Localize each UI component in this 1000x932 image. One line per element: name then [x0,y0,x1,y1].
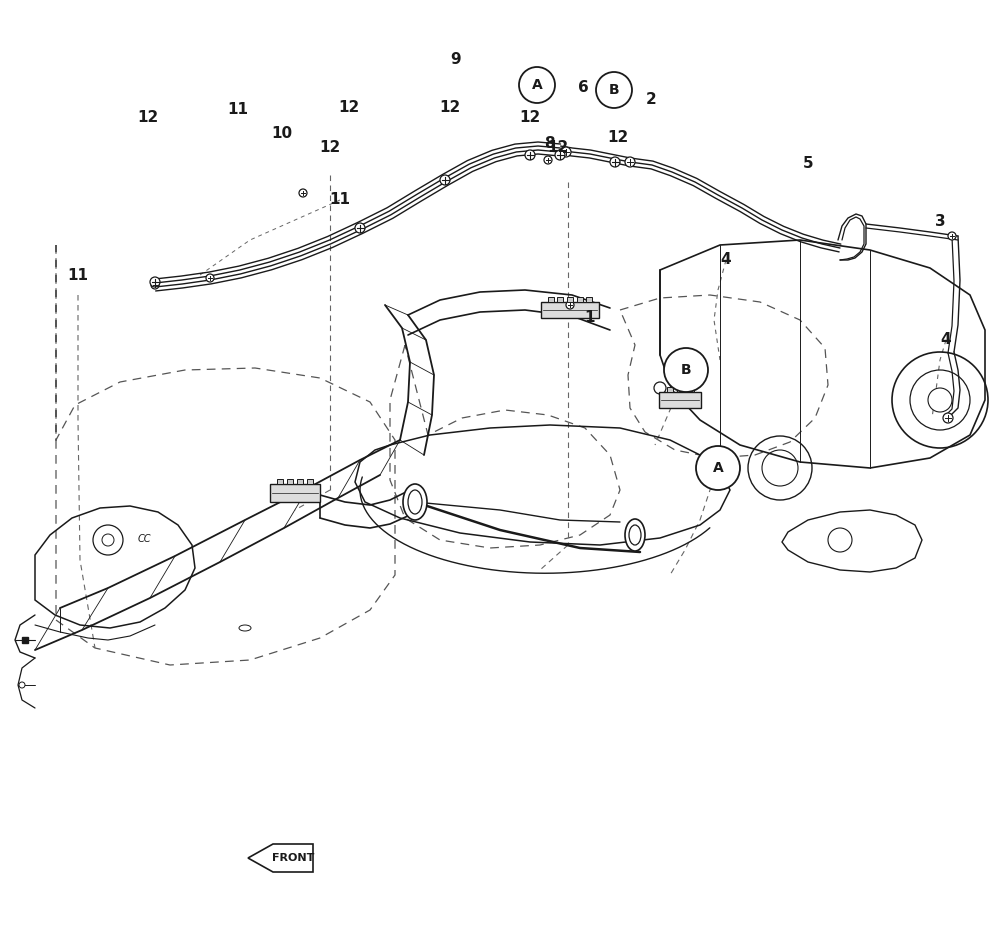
Bar [297,479,303,484]
Text: B: B [681,363,691,377]
Bar [557,297,563,302]
FancyBboxPatch shape [541,302,599,318]
Bar [548,297,554,302]
Text: 12: 12 [519,111,541,126]
Polygon shape [248,844,313,872]
Circle shape [299,189,307,197]
Ellipse shape [408,490,422,514]
FancyBboxPatch shape [659,392,701,408]
Text: 12: 12 [607,130,629,145]
Text: 2: 2 [646,92,656,107]
Text: 12: 12 [547,141,569,156]
FancyBboxPatch shape [270,484,320,502]
Circle shape [519,67,555,103]
Bar [577,297,583,302]
Ellipse shape [629,525,641,545]
Text: A: A [532,78,542,92]
Circle shape [566,301,574,309]
Circle shape [948,232,956,240]
Circle shape [19,682,25,688]
Circle shape [664,348,708,392]
Text: 4: 4 [721,253,731,267]
Circle shape [555,150,565,160]
Circle shape [610,157,620,167]
Circle shape [355,223,365,233]
Text: 11: 11 [330,193,351,208]
Bar [586,297,592,302]
Bar [677,387,683,392]
Text: 5: 5 [803,156,813,171]
Text: B: B [609,83,619,97]
Circle shape [206,274,214,282]
Text: 12: 12 [338,101,360,116]
Bar [307,479,313,484]
Circle shape [561,147,571,157]
Ellipse shape [403,484,427,520]
Bar [277,479,283,484]
Bar [666,387,672,392]
Ellipse shape [625,519,645,551]
Text: 9: 9 [451,52,461,67]
Circle shape [544,156,552,164]
Circle shape [943,413,953,423]
Circle shape [596,72,632,108]
Text: 3: 3 [935,214,945,229]
Text: 12: 12 [137,111,159,126]
Ellipse shape [239,625,251,631]
Text: FRONT: FRONT [272,853,314,863]
Text: 12: 12 [319,141,341,156]
Text: A: A [713,461,723,475]
Circle shape [440,175,450,185]
Text: 12: 12 [439,101,461,116]
Bar [688,387,694,392]
Text: 1: 1 [585,310,595,325]
Text: 4: 4 [941,333,951,348]
Text: 11: 11 [228,103,248,117]
Circle shape [525,150,535,160]
Circle shape [696,446,740,490]
Circle shape [151,281,159,289]
Circle shape [625,157,635,167]
Text: 11: 11 [68,267,88,282]
Text: 6: 6 [578,80,588,95]
Text: 10: 10 [271,126,293,141]
Text: 8: 8 [544,135,554,150]
Circle shape [150,277,160,287]
Bar [287,479,293,484]
Bar [567,297,573,302]
Text: CC: CC [138,534,152,544]
Circle shape [928,388,952,412]
